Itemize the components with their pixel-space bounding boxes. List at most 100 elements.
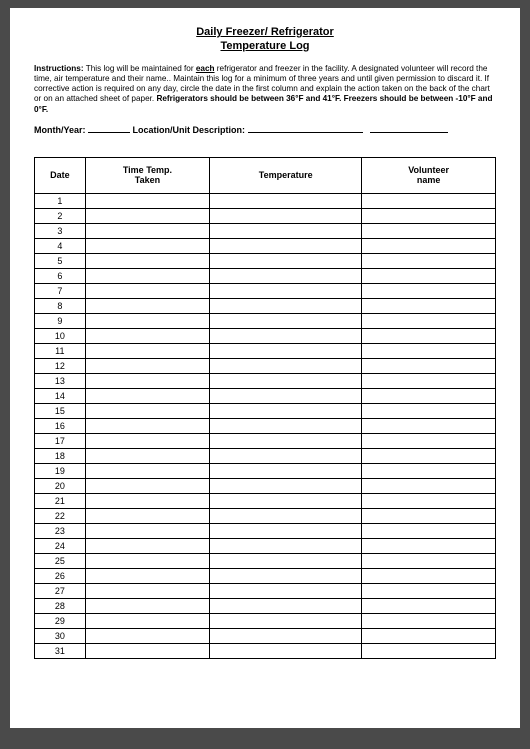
data-cell	[362, 448, 496, 463]
table-row: 11	[35, 343, 496, 358]
month-year-blank	[88, 124, 130, 133]
data-cell	[85, 403, 209, 418]
data-cell	[210, 208, 362, 223]
table-row: 17	[35, 433, 496, 448]
data-cell	[85, 418, 209, 433]
data-cell	[210, 403, 362, 418]
date-cell: 18	[35, 448, 86, 463]
table-row: 29	[35, 613, 496, 628]
data-cell	[85, 448, 209, 463]
data-cell	[85, 628, 209, 643]
col-header-temp-text: Temperature	[259, 170, 313, 180]
data-cell	[362, 223, 496, 238]
date-cell: 22	[35, 508, 86, 523]
date-cell: 12	[35, 358, 86, 373]
date-cell: 26	[35, 568, 86, 583]
data-cell	[362, 343, 496, 358]
table-row: 8	[35, 298, 496, 313]
date-cell: 21	[35, 493, 86, 508]
data-cell	[362, 283, 496, 298]
data-cell	[362, 628, 496, 643]
data-cell	[362, 643, 496, 658]
data-cell	[85, 208, 209, 223]
date-cell: 30	[35, 628, 86, 643]
data-cell	[210, 283, 362, 298]
data-cell	[85, 553, 209, 568]
data-cell	[362, 268, 496, 283]
data-cell	[362, 538, 496, 553]
data-cell	[85, 598, 209, 613]
data-cell	[210, 538, 362, 553]
col-header-volunteer: Volunteername	[362, 157, 496, 193]
data-cell	[210, 463, 362, 478]
location-label: Location/Unit Description:	[133, 125, 248, 135]
data-cell	[85, 313, 209, 328]
month-year-label: Month/Year:	[34, 125, 86, 135]
data-cell	[362, 478, 496, 493]
data-cell	[210, 568, 362, 583]
date-cell: 31	[35, 643, 86, 658]
table-row: 10	[35, 328, 496, 343]
table-row: 9	[35, 313, 496, 328]
table-row: 18	[35, 448, 496, 463]
temperature-log-table: Date Time Temp.Taken Temperature Volunte…	[34, 157, 496, 659]
data-cell	[85, 463, 209, 478]
data-cell	[210, 253, 362, 268]
data-cell	[210, 193, 362, 208]
data-cell	[85, 388, 209, 403]
col-header-temp: Temperature	[210, 157, 362, 193]
table-row: 25	[35, 553, 496, 568]
table-row: 12	[35, 358, 496, 373]
date-cell: 3	[35, 223, 86, 238]
date-cell: 27	[35, 583, 86, 598]
col-header-date-text: Date	[50, 170, 70, 180]
table-row: 23	[35, 523, 496, 538]
title-line-1: Daily Freezer/ Refrigerator	[196, 26, 334, 38]
date-cell: 9	[35, 313, 86, 328]
data-cell	[362, 373, 496, 388]
table-row: 21	[35, 493, 496, 508]
date-cell: 29	[35, 613, 86, 628]
data-cell	[210, 523, 362, 538]
date-cell: 19	[35, 463, 86, 478]
data-cell	[85, 358, 209, 373]
data-cell	[85, 433, 209, 448]
title-line-2: Temperature Log	[220, 40, 309, 52]
instructions-label: Instructions:	[34, 64, 84, 73]
data-cell	[85, 238, 209, 253]
data-cell	[85, 508, 209, 523]
data-cell	[362, 463, 496, 478]
data-cell	[362, 583, 496, 598]
table-row: 31	[35, 643, 496, 658]
col-header-volunteer-text: Volunteername	[408, 165, 449, 185]
data-cell	[85, 568, 209, 583]
table-row: 22	[35, 508, 496, 523]
data-cell	[362, 208, 496, 223]
data-cell	[85, 328, 209, 343]
data-cell	[210, 613, 362, 628]
data-cell	[362, 298, 496, 313]
location-blank-1	[248, 124, 363, 133]
data-cell	[210, 343, 362, 358]
data-cell	[210, 583, 362, 598]
data-cell	[362, 568, 496, 583]
table-row: 5	[35, 253, 496, 268]
table-row: 3	[35, 223, 496, 238]
date-cell: 28	[35, 598, 86, 613]
data-cell	[210, 238, 362, 253]
data-cell	[362, 238, 496, 253]
instructions-paragraph: Instructions: This log will be maintaine…	[34, 64, 496, 115]
data-cell	[362, 598, 496, 613]
data-cell	[210, 418, 362, 433]
meta-line: Month/Year: Location/Unit Description:	[34, 124, 496, 135]
data-cell	[210, 358, 362, 373]
table-row: 6	[35, 268, 496, 283]
data-cell	[210, 388, 362, 403]
col-header-time-text: Time Temp.Taken	[123, 165, 172, 185]
data-cell	[210, 223, 362, 238]
data-cell	[362, 253, 496, 268]
date-cell: 25	[35, 553, 86, 568]
date-cell: 5	[35, 253, 86, 268]
data-cell	[85, 613, 209, 628]
table-row: 28	[35, 598, 496, 613]
